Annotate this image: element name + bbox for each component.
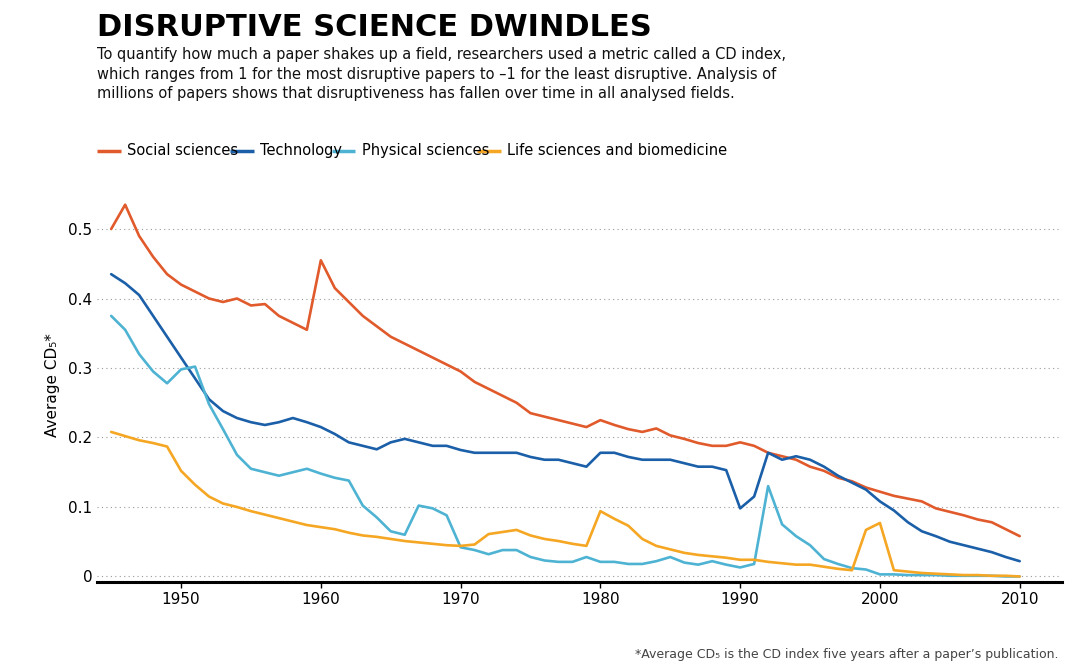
Text: Physical sciences: Physical sciences <box>362 143 489 158</box>
Text: *Average CD₅ is the CD index five years after a paper’s publication.: *Average CD₅ is the CD index five years … <box>635 648 1058 661</box>
Text: Social sciences: Social sciences <box>127 143 239 158</box>
Y-axis label: Average CD₅*: Average CD₅* <box>44 332 59 437</box>
Text: Life sciences and biomedicine: Life sciences and biomedicine <box>508 143 727 158</box>
Text: Technology: Technology <box>260 143 342 158</box>
Text: To quantify how much a paper shakes up a field, researchers used a metric called: To quantify how much a paper shakes up a… <box>97 47 786 102</box>
Text: DISRUPTIVE SCIENCE DWINDLES: DISRUPTIVE SCIENCE DWINDLES <box>97 13 652 42</box>
